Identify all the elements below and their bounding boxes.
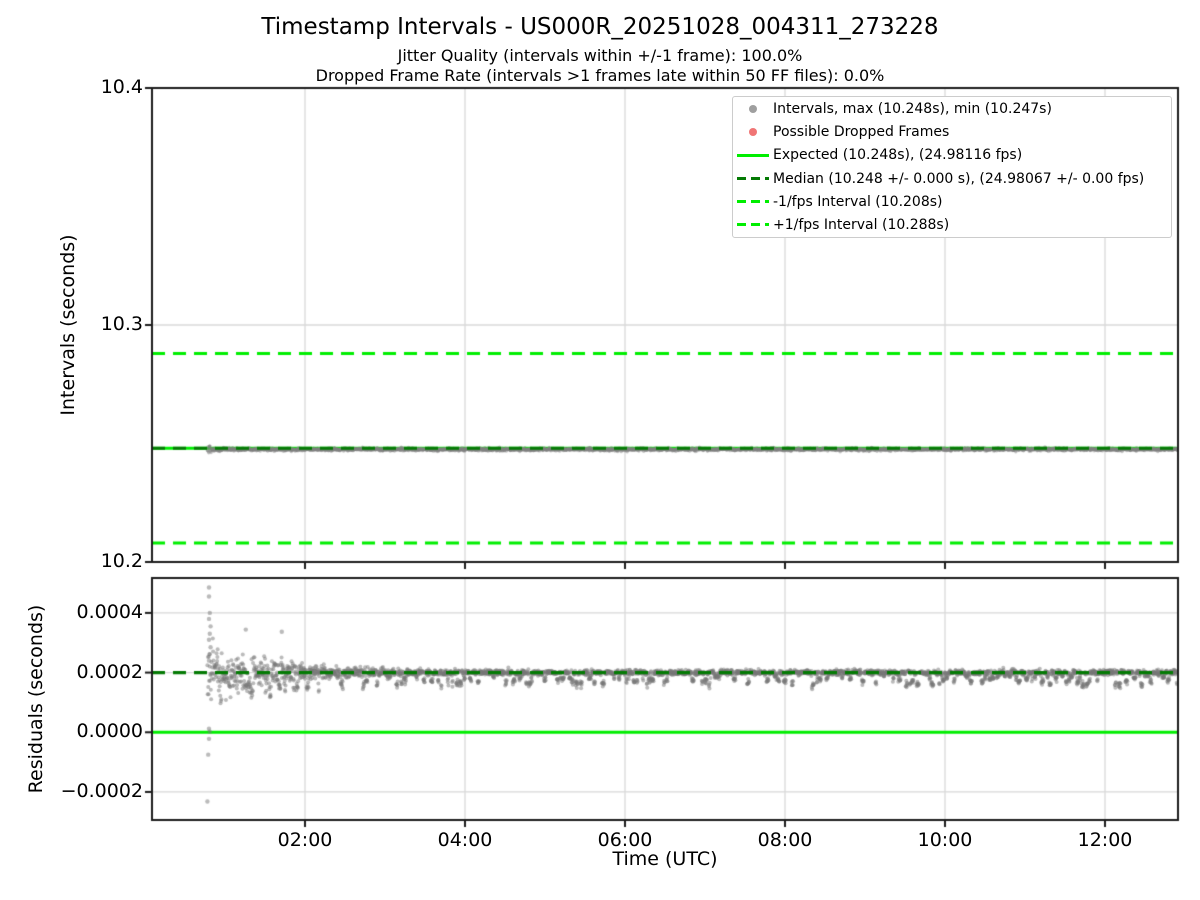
legend-label: Possible Dropped Frames <box>773 124 950 141</box>
y-tick-label-intervals: 10.2 <box>100 550 143 572</box>
y-axis-label-residuals: Residuals (seconds) <box>25 604 47 794</box>
legend-label: +1/fps Interval (10.288s) <box>773 216 950 233</box>
x-tick-label: 12:00 <box>1077 829 1133 851</box>
legend-dot-icon <box>733 128 773 137</box>
y-tick-label-residuals: 0.0004 <box>76 600 143 623</box>
x-tick-label: 02:00 <box>277 829 333 851</box>
y-tick-label-residuals: −0.0002 <box>60 779 143 802</box>
x-tick-label: 04:00 <box>437 829 493 851</box>
legend-label: -1/fps Interval (10.208s) <box>773 193 943 210</box>
subtitle-dropped-frame-rate: Dropped Frame Rate (intervals >1 frames … <box>315 66 885 85</box>
legend-entry-dropped: Possible Dropped Frames <box>733 121 1171 143</box>
legend-entry-median: Median (10.248 +/- 0.000 s), (24.98067 +… <box>733 168 1171 190</box>
legend-line-icon <box>733 177 773 181</box>
legend-line-icon <box>733 200 773 204</box>
x-tick-label: 08:00 <box>757 829 813 851</box>
y-tick-label-residuals: 0.0000 <box>76 720 143 743</box>
legend-entry-expected: Expected (10.248s), (24.98116 fps) <box>733 144 1171 166</box>
legend-line-icon <box>733 153 773 157</box>
legend-line-icon <box>733 223 773 227</box>
legend-box: Intervals, max (10.248s), min (10.247s) P… <box>732 96 1172 238</box>
legend-dot-icon <box>733 105 773 114</box>
x-tick-label: 06:00 <box>597 829 653 851</box>
y-tick-label-intervals: 10.4 <box>100 76 143 98</box>
legend-label: Intervals, max (10.248s), min (10.247s) <box>773 101 1052 118</box>
subtitle-jitter-quality: Jitter Quality (intervals within +/-1 fr… <box>397 46 803 65</box>
y-tick-label-residuals: 0.0002 <box>76 660 143 683</box>
x-axis-label-time-utc: Time (UTC) <box>612 848 718 870</box>
x-tick-label: 10:00 <box>917 829 973 851</box>
legend-entry-plus-1fps: +1/fps Interval (10.288s) <box>733 214 1171 236</box>
figure-title: Timestamp Intervals - US000R_20251028_00… <box>261 14 939 40</box>
y-tick-label-intervals: 10.3 <box>100 313 143 335</box>
legend-label: Expected (10.248s), (24.98116 fps) <box>773 147 1023 164</box>
legend-entry-minus-1fps: -1/fps Interval (10.208s) <box>733 191 1171 213</box>
legend-label: Median (10.248 +/- 0.000 s), (24.98067 +… <box>773 170 1145 187</box>
legend-entry-intervals: Intervals, max (10.248s), min (10.247s) <box>733 98 1171 120</box>
